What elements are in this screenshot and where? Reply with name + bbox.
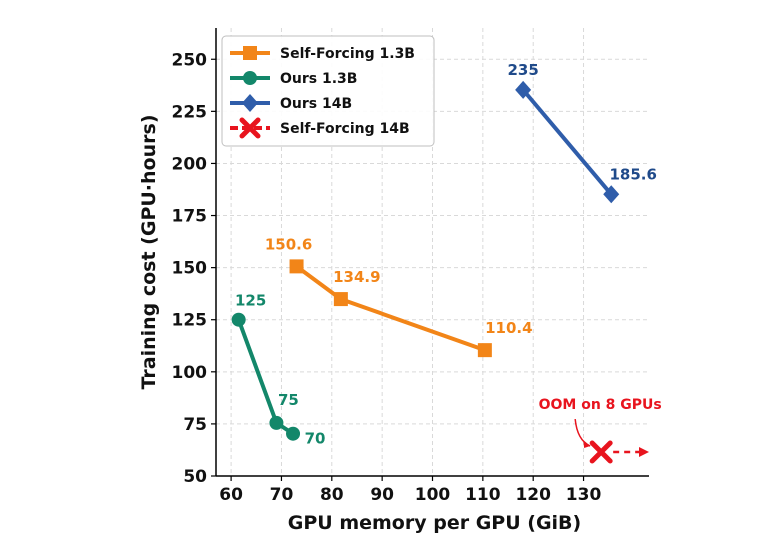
y-tick-label: 75 — [183, 415, 207, 435]
data-label: 185.6 — [610, 165, 657, 183]
oom-pointer-head — [583, 440, 591, 449]
legend-entry: Ours 14B — [280, 96, 352, 112]
x-axis-title: GPU memory per GPU (GiB) — [288, 512, 581, 534]
x-tick-label: 100 — [415, 485, 451, 505]
data-point-circle — [231, 312, 246, 327]
data-label: 70 — [305, 430, 326, 448]
data-label: 150.6 — [265, 235, 312, 253]
axes: 60 70 80 90 100 110 120 130 50 75 100 125 150 175 200 2… — [172, 28, 649, 505]
legend-entry: Ours 1.3B — [280, 71, 357, 87]
legend-entry: Self-Forcing 1.3B — [280, 46, 415, 62]
oom-arrow-head — [639, 447, 649, 458]
series-line-1 — [236, 319, 295, 436]
y-tick-label: 125 — [172, 311, 208, 331]
data-label: 235 — [507, 61, 538, 79]
x-tick-label: 60 — [219, 485, 243, 505]
y-tick-label: 175 — [172, 207, 208, 227]
x-tick-label: 130 — [566, 485, 602, 505]
x-tick-label: 120 — [515, 485, 551, 505]
data-label: 125 — [235, 292, 266, 310]
data-point-circle — [286, 426, 301, 441]
legend: Self-Forcing 1.3B Ours 1.3B Ours 14B Self-F… — [221, 35, 435, 147]
data-point-square — [333, 292, 348, 307]
data-point-square — [477, 343, 492, 358]
series-line-0 — [295, 264, 486, 353]
series-line-2 — [521, 88, 613, 196]
data-label: 110.4 — [485, 319, 532, 337]
y-tick-label: 150 — [172, 259, 208, 279]
y-tick-label: 250 — [172, 50, 208, 70]
legend-marker-diamond — [242, 94, 258, 112]
y-tick-label: 100 — [172, 363, 208, 383]
legend-marker-circle — [243, 71, 257, 85]
data-point-x-stroke — [589, 440, 613, 464]
y-tick-label: 200 — [172, 154, 208, 174]
data-point-x — [589, 440, 613, 464]
data-point-square — [289, 259, 304, 274]
y-tick-label: 50 — [183, 467, 207, 487]
legend-marker-square — [243, 46, 257, 60]
oom-pointer — [574, 418, 591, 447]
data-point-circle — [269, 415, 284, 430]
x-tick-label: 110 — [465, 485, 501, 505]
x-tick-label: 80 — [320, 485, 344, 505]
x-tick-label: 70 — [270, 485, 294, 505]
oom-annotation-text: OOM on 8 GPUs — [539, 397, 662, 413]
legend-marker-x — [239, 117, 261, 139]
legend-entry: Self-Forcing 14B — [280, 121, 410, 137]
data-point-diamond — [603, 185, 620, 204]
legend-marker-x-stroke — [239, 117, 261, 139]
series-layer — [231, 80, 620, 464]
y-tick-label: 225 — [172, 102, 208, 122]
data-point-diamond — [515, 80, 532, 99]
data-label: 134.9 — [333, 268, 380, 286]
x-tick-label: 90 — [370, 485, 394, 505]
y-axis-title: Training cost (GPU·hours) — [138, 115, 160, 390]
annotation-layer: OOM on 8 GPUs — [539, 397, 662, 458]
data-labels: 150.6 134.9 110.4 125 75 70 235 185.6 — [235, 61, 657, 448]
legend-box — [221, 35, 435, 147]
data-label: 75 — [278, 391, 299, 409]
